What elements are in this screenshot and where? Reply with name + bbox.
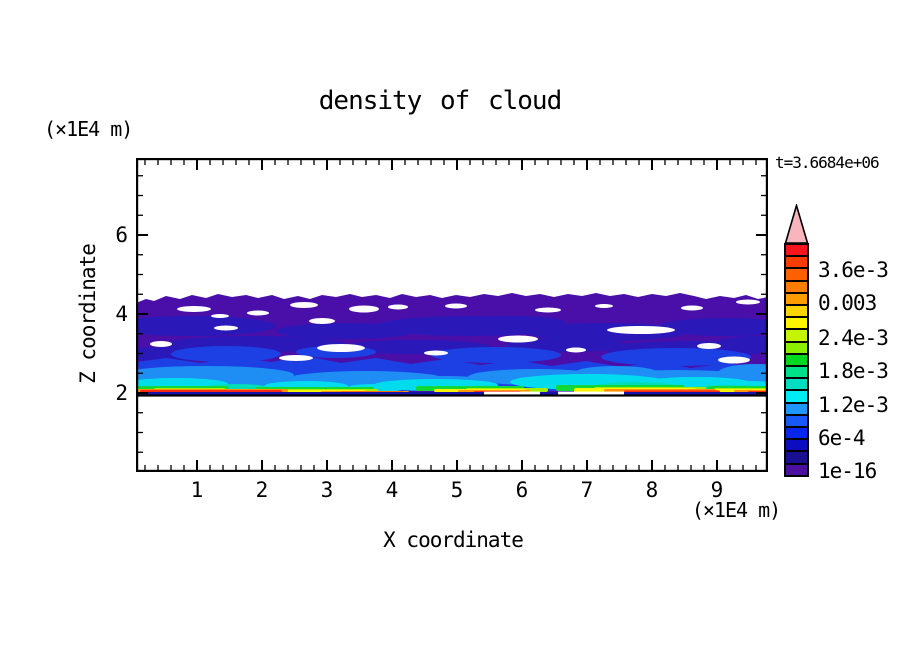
colorbar-segment	[786, 291, 807, 305]
colorbar-segment	[786, 316, 807, 329]
colorbar-segment	[786, 352, 807, 366]
colorbar-segment	[786, 389, 807, 402]
colorbar-label: 3.6e-3	[818, 258, 889, 282]
x-tick-label: 9	[710, 478, 724, 502]
x-tick-label: 8	[645, 478, 659, 502]
x-axis-title: X coordinate	[383, 528, 524, 552]
plot-frame	[136, 158, 768, 472]
colorbar-segment	[786, 279, 807, 292]
chart-title: density of cloud	[318, 86, 562, 116]
cloud-holes	[150, 299, 760, 364]
colorbar-label: 1.8e-3	[818, 359, 889, 383]
z-tick-label: 4	[115, 302, 128, 326]
colorbar-segment	[786, 304, 807, 317]
colorbar-label: 6e-4	[818, 426, 866, 450]
colorbar-segment	[786, 462, 807, 475]
colorbar-segment	[786, 328, 807, 341]
colorbar-segment	[786, 450, 807, 463]
colorbar-segment	[786, 340, 807, 353]
colorbar-label: 2.4e-3	[818, 326, 889, 350]
colorbar	[784, 243, 809, 477]
colorbar-segment	[786, 438, 807, 451]
colorbar-segment	[786, 365, 807, 378]
z-tick-label: 6	[115, 223, 128, 247]
x-tick-label: 2	[255, 478, 269, 502]
colorbar-segment	[786, 255, 807, 268]
colorbar-segment	[786, 377, 807, 390]
cloud-density-field	[136, 293, 768, 397]
z-axis-title: Z coordinate	[76, 244, 100, 384]
x-tick-label: 6	[515, 478, 529, 502]
z-tick-label: 2	[115, 381, 128, 405]
colorbar-segment	[786, 245, 807, 256]
colorbar-segment	[786, 401, 807, 414]
axis-ticks	[138, 160, 766, 470]
x-tick-label: 3	[320, 478, 334, 502]
x-tick-label: 5	[450, 478, 464, 502]
x-tick-label: 1	[190, 478, 204, 502]
time-annotation: t=3.6684e+06	[775, 153, 880, 172]
colorbar-arrow-icon	[784, 204, 809, 244]
colorbar-segment	[786, 267, 807, 280]
colorbar-segment	[786, 426, 807, 439]
x-axis-unit-label: (×1E4 m)	[691, 498, 781, 522]
colorbar-segment	[786, 413, 807, 427]
x-tick-label: 7	[580, 478, 594, 502]
colorbar-label: 0.003	[818, 291, 877, 315]
colorbar-label: 1.2e-3	[818, 393, 889, 417]
cloud-base-line	[136, 394, 768, 397]
x-tick-label: 4	[385, 478, 399, 502]
contour-plot-canvas	[136, 158, 768, 472]
colorbar-label: 1e-16	[818, 459, 877, 483]
z-axis-unit-label: (×1E4 m)	[44, 117, 133, 141]
